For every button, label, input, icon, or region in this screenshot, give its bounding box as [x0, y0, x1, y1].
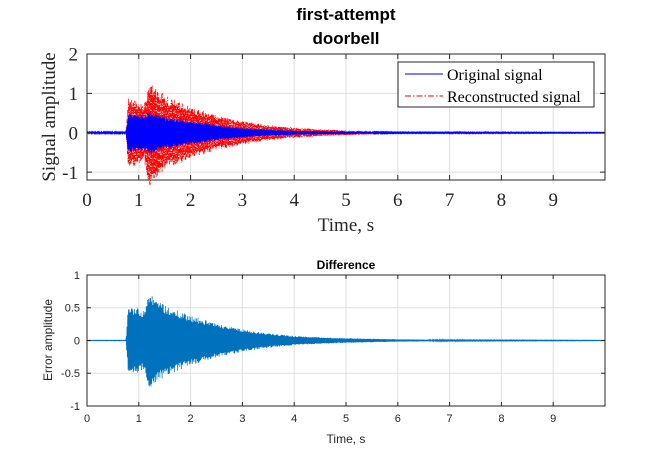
x-tick-label: 3	[238, 190, 248, 211]
x-tick-label: 3	[239, 413, 245, 425]
y-tick-label: 0.5	[65, 303, 80, 315]
legend: Original signal Reconstructed signal	[397, 61, 595, 108]
difference-title: Difference	[317, 258, 376, 272]
top-y-axis-label: Signal amplitude	[39, 52, 60, 181]
chart-title-line-2: doorbell	[312, 29, 379, 48]
x-tick-label: 5	[343, 413, 349, 425]
y-tick-label: 2	[69, 45, 79, 66]
y-tick-label: 1	[74, 270, 80, 282]
bottom-x-axis-label: Time, s	[327, 432, 366, 446]
x-tick-label: 2	[188, 413, 194, 425]
legend-label-reconstructed: Reconstructed signal	[447, 89, 581, 106]
y-tick-label: -0.5	[61, 368, 80, 380]
x-tick-label: 6	[393, 190, 403, 211]
series-difference	[86, 296, 606, 387]
x-tick-label: 8	[498, 413, 504, 425]
top-x-axis-label: Time, s	[318, 215, 374, 236]
x-tick-label: 4	[291, 413, 297, 425]
x-tick-label: 7	[445, 190, 455, 211]
x-tick-label: 1	[134, 190, 144, 211]
legend-label-original: Original signal	[447, 67, 543, 84]
x-tick-label: 0	[82, 190, 92, 211]
x-tick-label: 8	[497, 190, 507, 211]
top-series	[86, 85, 606, 185]
bottom-series	[86, 296, 606, 387]
y-tick-label: 0	[74, 335, 80, 347]
y-tick-label: -1	[62, 163, 78, 184]
bottom-axes: 0 1 2 3 4 5 6 7 8 9 -1 -0.5 0 0.5 1 Difference Time, s…	[41, 258, 606, 446]
y-tick-label: -1	[70, 401, 80, 413]
x-tick-label: 1	[136, 413, 142, 425]
bottom-y-axis-label: Error amplitude	[41, 299, 55, 381]
x-tick-label: 7	[447, 413, 453, 425]
x-tick-label: 5	[341, 190, 351, 211]
x-tick-label: 4	[289, 190, 299, 211]
bottom-ticks: 0 1 2 3 4 5 6 7 8 9 -1 -0.5 0 0.5 1	[61, 270, 605, 425]
x-tick-label: 9	[548, 190, 558, 211]
x-tick-label: 0	[84, 413, 90, 425]
x-tick-label: 6	[395, 413, 401, 425]
legend-box	[397, 61, 595, 108]
x-tick-label: 2	[186, 190, 196, 211]
x-tick-label: 9	[550, 413, 556, 425]
series-original-signal	[86, 111, 606, 154]
chart-title-line-1: first-attempt	[296, 5, 396, 24]
y-tick-label: 0	[69, 123, 79, 144]
y-tick-label: 1	[69, 84, 79, 105]
